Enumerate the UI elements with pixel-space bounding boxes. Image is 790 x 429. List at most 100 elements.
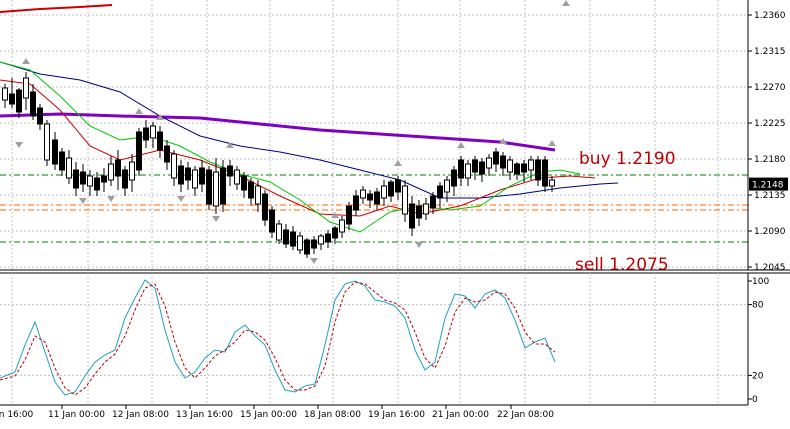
ma-fast-line bbox=[0, 61, 581, 233]
candle-body bbox=[2, 87, 8, 101]
candle-body bbox=[521, 163, 527, 173]
candlestick bbox=[437, 182, 443, 208]
candle-body bbox=[80, 171, 86, 185]
candlestick bbox=[2, 84, 8, 108]
candlestick bbox=[178, 160, 184, 192]
buy-annotation[interactable]: buy 1.2190 bbox=[579, 149, 676, 169]
price-grid bbox=[0, 0, 748, 270]
candlestick bbox=[192, 166, 198, 196]
candle-body bbox=[171, 153, 177, 179]
oscillator-axis: 100 80 20 0 bbox=[747, 273, 769, 405]
fractal-up-marker bbox=[331, 212, 339, 218]
candle-body bbox=[346, 205, 352, 225]
candle-body bbox=[143, 127, 149, 141]
candlestick bbox=[241, 172, 247, 198]
candlestick bbox=[115, 150, 121, 190]
stochastic-panel[interactable] bbox=[0, 273, 748, 405]
candle-body bbox=[157, 131, 163, 151]
fractal-up-marker bbox=[22, 58, 30, 64]
candle-body bbox=[59, 151, 65, 171]
candlestick bbox=[220, 160, 226, 212]
fractal-up-marker bbox=[499, 138, 507, 144]
price-tick-label: 1.2135 bbox=[754, 191, 786, 201]
candle-body bbox=[37, 107, 43, 125]
time-axis: 8 Jan 16:00 11 Jan 00:00 12 Jan 08:00 13 Ja… bbox=[0, 404, 748, 420]
candlestick bbox=[367, 190, 373, 208]
time-axis-label: 15 Jan 00:00 bbox=[240, 410, 297, 420]
candlestick bbox=[416, 200, 422, 226]
candle-body bbox=[220, 167, 226, 205]
candlestick bbox=[388, 180, 394, 202]
candle-body bbox=[52, 139, 58, 165]
horizontal-levels[interactable] bbox=[0, 174, 748, 243]
candlestick bbox=[423, 198, 429, 220]
candle-body bbox=[115, 159, 121, 177]
candlestick bbox=[318, 234, 324, 250]
candlesticks bbox=[2, 72, 555, 258]
candle-body bbox=[16, 89, 22, 113]
candle-body bbox=[9, 93, 15, 105]
candlestick bbox=[514, 162, 520, 180]
ma-long-line bbox=[0, 112, 556, 152]
candle-body bbox=[66, 157, 72, 179]
candle-body bbox=[514, 163, 520, 175]
candlestick bbox=[325, 230, 331, 248]
candle-body bbox=[402, 185, 408, 215]
time-axis-label: 11 Jan 00:00 bbox=[48, 410, 105, 420]
fractal-up-marker bbox=[457, 142, 465, 148]
candlestick bbox=[276, 220, 282, 244]
candlestick bbox=[458, 156, 464, 186]
candle-body bbox=[122, 169, 128, 189]
time-axis-label: 19 Jan 16:00 bbox=[368, 410, 425, 420]
candle-body bbox=[241, 175, 247, 191]
price-tick-label: 1.2090 bbox=[754, 227, 786, 237]
time-axis-label: 21 Jan 00:00 bbox=[432, 410, 489, 420]
candlestick bbox=[44, 120, 50, 166]
moving-averages bbox=[0, 4, 619, 233]
candlestick bbox=[535, 156, 541, 186]
candlestick bbox=[500, 152, 506, 176]
candle-body bbox=[339, 219, 345, 233]
candle-body bbox=[388, 181, 394, 197]
candle-body bbox=[528, 159, 534, 171]
candle-body bbox=[360, 189, 366, 199]
price-tick-label: 1.2360 bbox=[754, 11, 786, 21]
sell-annotation[interactable]: sell 1.2075 bbox=[575, 255, 669, 275]
candlestick bbox=[507, 156, 513, 180]
fractal-up-marker bbox=[562, 0, 570, 6]
candlestick bbox=[73, 162, 79, 196]
candle-body bbox=[136, 131, 142, 171]
fractal-markers bbox=[15, 0, 570, 264]
candle-body bbox=[472, 159, 478, 173]
candle-body bbox=[423, 203, 429, 215]
price-panel[interactable]: buy 1.2190 sell 1.2075 bbox=[0, 0, 748, 275]
candlestick bbox=[528, 156, 534, 180]
candle-body bbox=[409, 203, 415, 229]
candle-body bbox=[199, 167, 205, 185]
candlestick bbox=[171, 150, 177, 186]
candle-body bbox=[549, 179, 555, 187]
current-price-label: 1.2148 bbox=[752, 181, 784, 191]
candlestick bbox=[248, 178, 254, 206]
candle-body bbox=[108, 163, 114, 181]
candlestick bbox=[227, 160, 233, 186]
stochastic-signal-line bbox=[0, 281, 556, 396]
candlestick bbox=[30, 84, 36, 120]
price-tick-label: 1.2180 bbox=[754, 155, 786, 165]
candle-body bbox=[493, 151, 499, 165]
candle-body bbox=[178, 165, 184, 185]
candle-body bbox=[290, 231, 296, 247]
candle-body bbox=[304, 239, 310, 255]
time-axis-label: 18 Jan 08:00 bbox=[304, 410, 361, 420]
candlestick bbox=[542, 156, 548, 192]
price-tick-label: 1.2315 bbox=[754, 47, 786, 57]
candlestick bbox=[283, 224, 289, 248]
candle-body bbox=[353, 195, 359, 211]
candle-body bbox=[311, 239, 317, 249]
candle-body bbox=[451, 169, 457, 187]
candle-body bbox=[479, 161, 485, 175]
ma-slow-line bbox=[0, 61, 619, 199]
candle-body bbox=[458, 159, 464, 179]
candlestick bbox=[479, 158, 485, 182]
